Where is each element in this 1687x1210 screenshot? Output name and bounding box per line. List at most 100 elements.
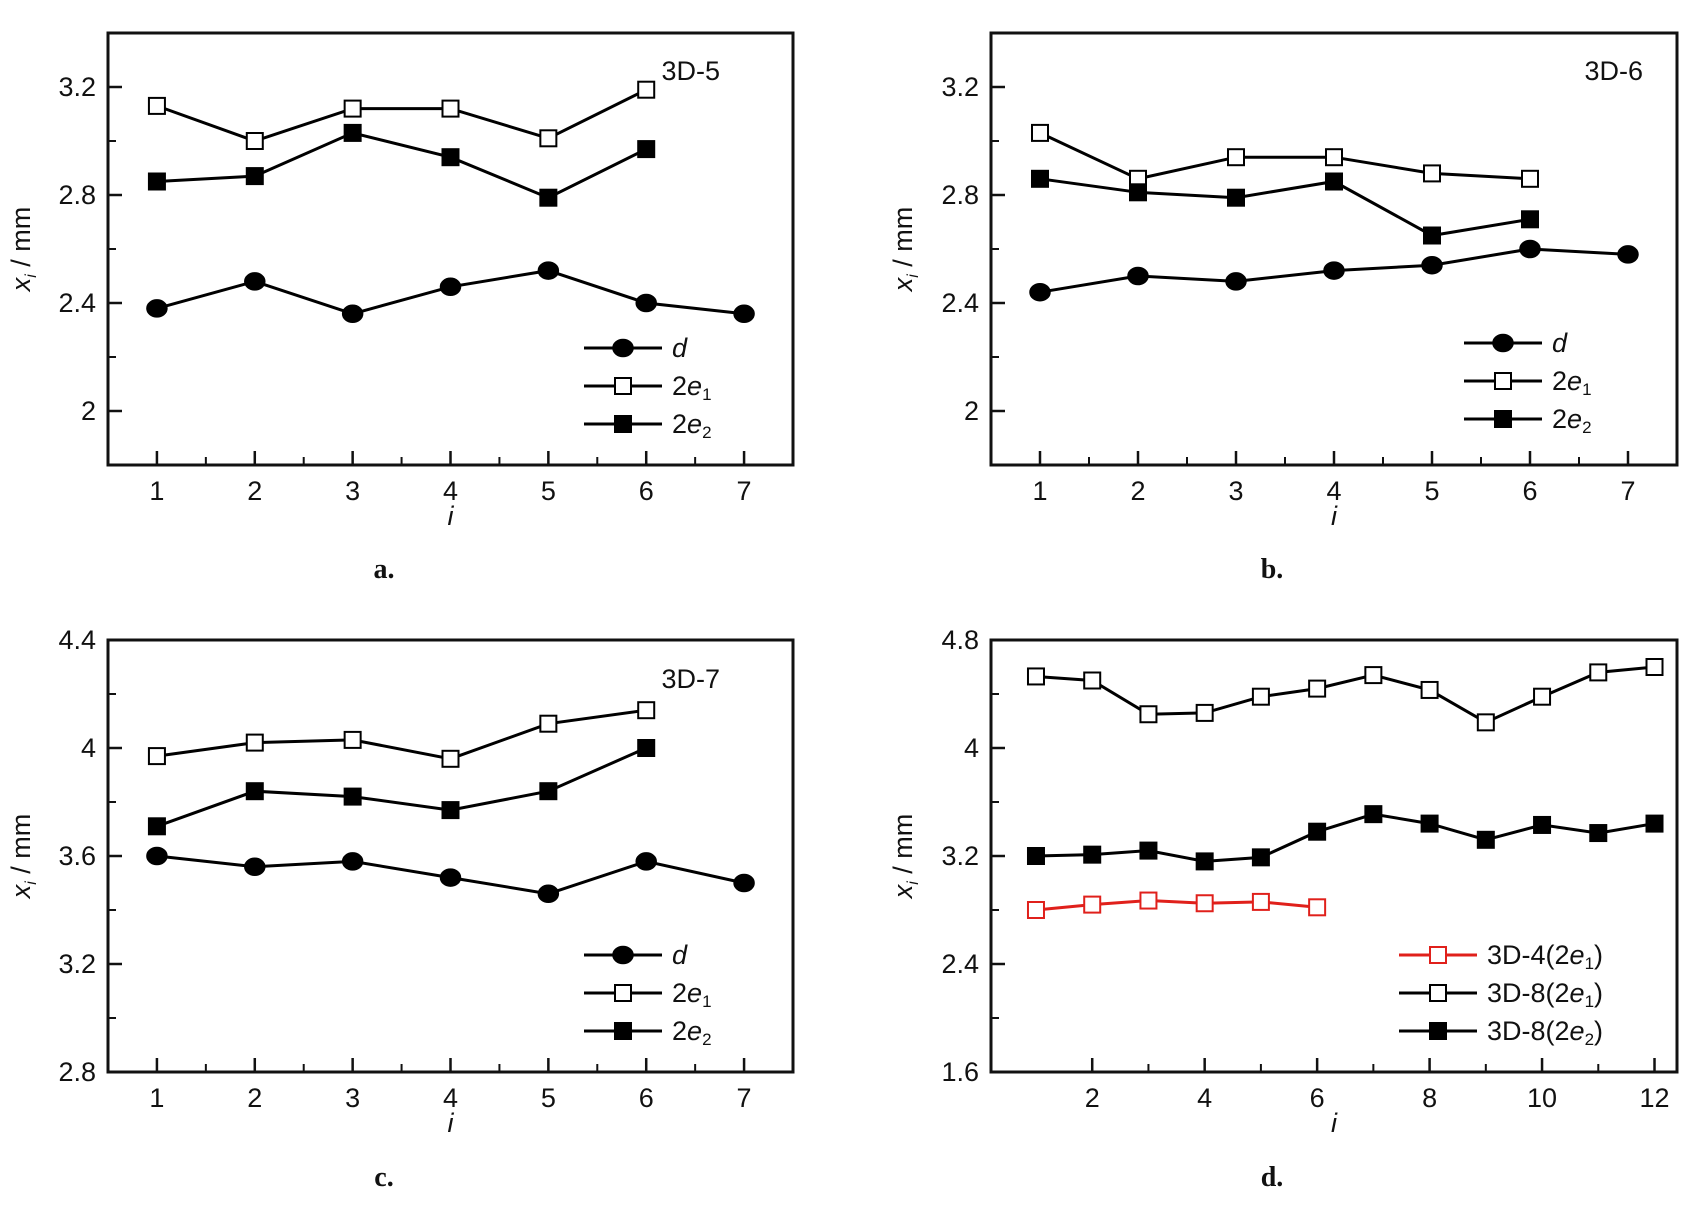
x-tick-label: 10 [1527, 1083, 1557, 1113]
legend-label-0: 3D-4(2e1) [1487, 940, 1603, 973]
y-tick-label: 4.8 [941, 625, 979, 655]
data-point [635, 293, 657, 313]
data-point [1195, 703, 1214, 722]
x-axis-title: i [1331, 501, 1338, 531]
data-point [343, 123, 362, 142]
data-point [1139, 705, 1158, 724]
data-point [441, 99, 460, 118]
y-tick-label: 2.4 [58, 288, 96, 318]
legend-marker [1429, 946, 1447, 964]
data-point [244, 272, 266, 291]
data-point [1139, 841, 1158, 860]
data-point [1325, 148, 1343, 167]
panel-caption: c. [374, 1162, 393, 1193]
data-point [439, 277, 462, 297]
series-1: 2e1 [147, 701, 712, 1011]
data-point [343, 787, 362, 806]
series-line [1035, 899, 1318, 912]
x-tick-label: 2 [1085, 1083, 1100, 1113]
legend-marker [1429, 984, 1447, 1002]
data-point [1364, 805, 1383, 824]
legend-marker [612, 338, 634, 358]
legend-marker [1494, 372, 1512, 390]
data-point [537, 261, 560, 280]
data-point [245, 782, 264, 801]
data-point [1083, 671, 1102, 690]
x-tick-label: 2 [247, 476, 262, 506]
series-line [1039, 131, 1531, 181]
data-point [539, 188, 558, 207]
data-point [147, 817, 166, 836]
x-tick-label: 7 [737, 1083, 752, 1113]
data-point [439, 868, 462, 887]
y-tick-label: 2.8 [941, 180, 979, 210]
data-point [1026, 847, 1045, 865]
panel-tag: 3D-5 [661, 56, 720, 86]
data-point [1031, 123, 1049, 142]
series-2: 3D-8(2e2) [1026, 805, 1664, 1049]
data-point [1251, 892, 1270, 911]
data-point [245, 167, 264, 186]
y-tick-label: 3.2 [941, 72, 979, 102]
legend-marker [1492, 333, 1514, 353]
y-tick-label: 3.2 [58, 72, 96, 102]
x-tick-label: 4 [1326, 476, 1341, 506]
x-tick-label: 4 [443, 476, 458, 506]
data-point [539, 129, 558, 148]
panel-tag: 3D-7 [661, 664, 720, 694]
data-point [147, 747, 166, 766]
panel-caption: a. [374, 554, 395, 585]
data-point [635, 852, 657, 871]
data-point [146, 299, 168, 318]
series-1: 3D-8(2e1) [1026, 658, 1664, 1011]
legend-label-0: d [1552, 328, 1568, 358]
data-point [1420, 680, 1439, 699]
data-point [1645, 658, 1664, 676]
data-point [1423, 226, 1441, 245]
series-line [156, 131, 647, 200]
data-point [1083, 845, 1102, 864]
data-point [1195, 852, 1214, 871]
series-2: 2e2 [147, 123, 712, 442]
x-tick-label: 6 [639, 476, 654, 506]
data-point [1325, 172, 1343, 191]
series-line [156, 746, 647, 828]
y-tick-label: 4.4 [58, 625, 96, 655]
x-axis-title: i [448, 1108, 455, 1138]
data-point [1617, 245, 1639, 264]
data-point [1308, 898, 1327, 917]
data-point [637, 739, 656, 757]
panel-caption: b. [1261, 554, 1284, 585]
data-point [1533, 815, 1552, 834]
data-point [1251, 687, 1270, 706]
data-point [1127, 266, 1149, 286]
x-tick-label: 8 [1422, 1083, 1437, 1113]
series-1: 2e1 [147, 80, 712, 404]
y-tick-label: 3.2 [58, 949, 96, 979]
legend-label-1: 2e1 [1552, 366, 1592, 399]
x-tick-label: 6 [1310, 1083, 1325, 1113]
data-point [147, 172, 166, 191]
x-tick-label: 7 [737, 476, 752, 506]
data-point [441, 749, 460, 768]
panel-tag: 3D-6 [1584, 56, 1643, 86]
panel-d: 2 4 6 8 10 12 1.6 2.4 3.2 4 4.8 i xi / mm d. 3D-4(2e1)… [888, 625, 1679, 1193]
data-point [1227, 148, 1245, 167]
data-point [537, 884, 560, 904]
y-tick-label: 2.8 [58, 180, 96, 210]
data-point [1519, 239, 1541, 259]
x-tick-label: 4 [1197, 1083, 1212, 1113]
data-point [1476, 830, 1495, 849]
x-tick-label: 6 [1522, 476, 1537, 506]
x-tick-label: 5 [541, 1083, 556, 1113]
legend-label-2: 3D-8(2e2) [1487, 1016, 1603, 1049]
data-point [733, 304, 755, 324]
data-point [733, 873, 755, 893]
series-0: 3D-4(2e1) [1026, 891, 1603, 973]
series-1: 2e1 [1031, 123, 1592, 399]
y-tick-label: 3.6 [58, 841, 96, 871]
data-point [343, 730, 362, 749]
legend-label-2: 2e2 [672, 409, 712, 442]
data-point [1225, 272, 1247, 291]
